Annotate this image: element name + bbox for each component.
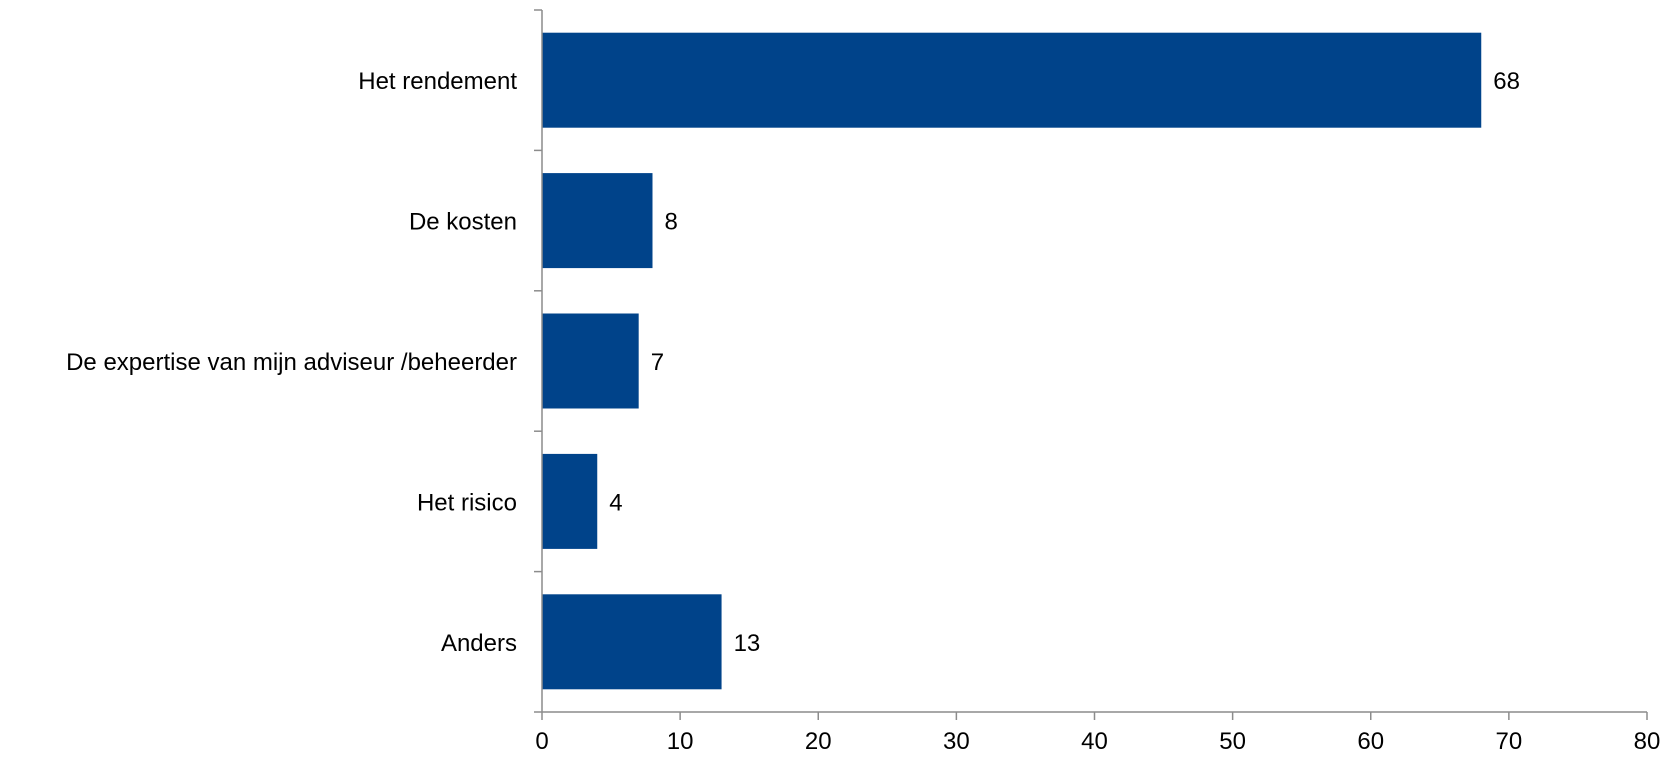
category-label-2: De expertise van mijn adviseur /beheerde… [66,349,517,376]
x-tick-label-3: 30 [943,728,970,755]
bar-1 [542,173,653,269]
bar-4 [542,594,722,690]
x-tick-label-8: 80 [1634,728,1661,755]
x-tick-label-0: 0 [535,728,548,755]
category-label-3: Het risico [417,489,517,516]
x-tick-label-4: 40 [1081,728,1108,755]
x-tick-label-7: 70 [1496,728,1523,755]
bar-2 [542,313,639,409]
data-label-4: 13 [734,630,761,657]
x-tick-label-6: 60 [1357,728,1384,755]
bars-layer [542,32,1482,690]
data-label-0: 68 [1493,68,1520,95]
category-label-4: Anders [441,630,517,657]
x-tick-label-5: 50 [1219,728,1246,755]
bar-0 [542,32,1482,128]
category-label-0: Het rendement [358,68,517,95]
data-label-1: 8 [665,209,678,236]
bar-3 [542,453,598,549]
x-tick-label-2: 20 [805,728,832,755]
data-label-3: 4 [609,489,622,516]
data-label-2: 7 [651,349,664,376]
category-label-1: De kosten [409,209,517,236]
labels-layer: Het rendement 68 De kosten 8 De expertise va… [66,68,1660,755]
x-tick-label-1: 10 [667,728,694,755]
axes-layer [534,9,1648,720]
